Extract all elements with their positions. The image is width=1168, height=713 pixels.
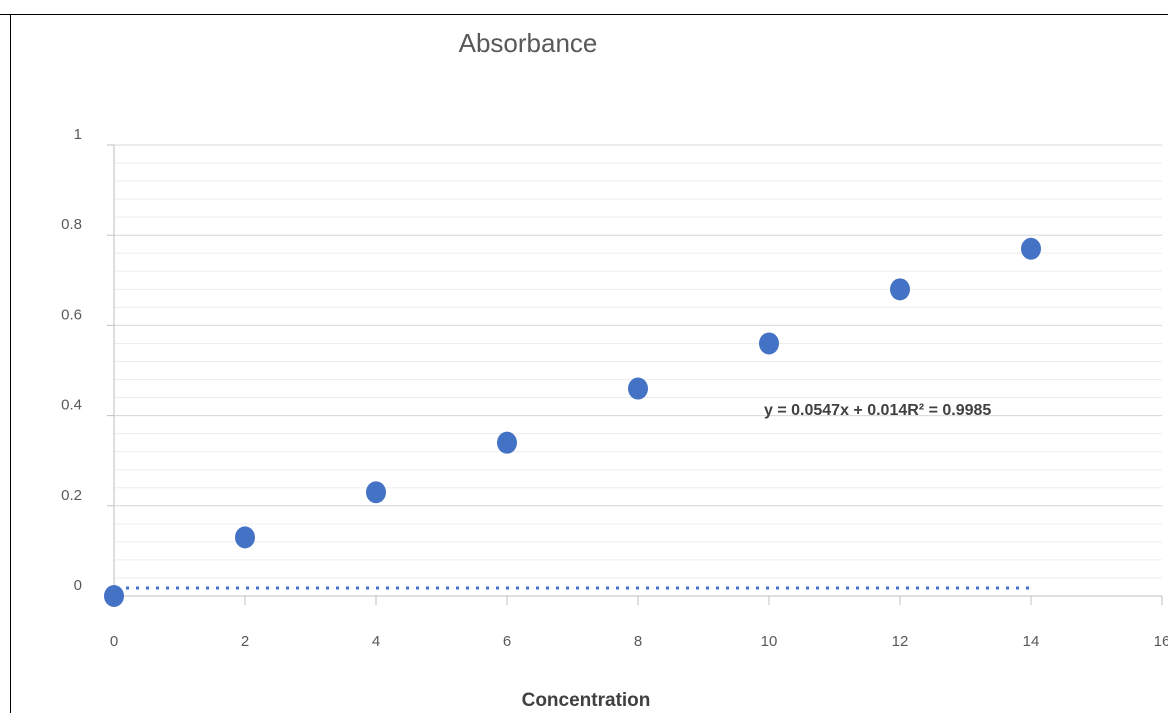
data-point xyxy=(235,526,255,549)
x-tick-label: 14 xyxy=(1023,633,1040,650)
gridlines xyxy=(114,144,1162,579)
data-point xyxy=(497,431,517,454)
trendline-equation: y = 0.0547x + 0.014R² = 0.9985 xyxy=(764,402,991,419)
x-tick-label: 2 xyxy=(241,633,249,650)
data-point xyxy=(104,585,124,607)
data-points xyxy=(104,237,1041,607)
x-tick-label: 10 xyxy=(761,633,778,650)
y-tick-label: 1 xyxy=(74,126,82,143)
x-tick-label: 0 xyxy=(110,633,118,650)
data-point xyxy=(628,377,648,400)
chart-title: Absorbance xyxy=(459,28,598,58)
x-tick-label: 16 xyxy=(1154,633,1168,650)
data-point xyxy=(1021,237,1041,260)
y-tick-label: 0.2 xyxy=(61,487,82,504)
data-point xyxy=(890,278,910,301)
data-point xyxy=(366,481,386,504)
axes xyxy=(107,144,1163,605)
data-point xyxy=(759,332,779,355)
y-tick-label: 0.8 xyxy=(61,216,82,233)
x-axis-title: Concentration xyxy=(522,690,651,711)
x-tick-label: 12 xyxy=(892,633,909,650)
y-tick-label: 0 xyxy=(74,577,82,594)
x-tick-label: 8 xyxy=(634,633,642,650)
y-tick-label: 0.6 xyxy=(61,306,82,323)
x-tick-label: 6 xyxy=(503,633,511,650)
y-tick-label: 0.4 xyxy=(61,397,82,414)
x-tick-label: 4 xyxy=(372,633,380,650)
tick-labels: 00.20.40.60.810 2 4 6 8 10 12 14 16 xyxy=(61,126,1168,650)
